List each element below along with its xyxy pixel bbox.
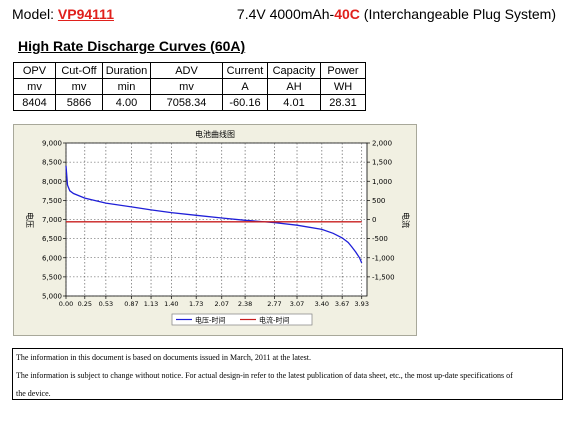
table-unit-cell: min bbox=[102, 78, 151, 95]
y-tick-label: 8,500 bbox=[42, 159, 62, 167]
spec-table: OPV Cut-Off Duration ADV Current Capacit… bbox=[13, 62, 366, 111]
x-tick-label: 0.25 bbox=[78, 300, 92, 308]
x-tick-label: 0.87 bbox=[124, 300, 138, 308]
battery-spec: 7.4V 4000mAh-40C (Interchangeable Plug S… bbox=[237, 6, 556, 22]
y-tick-label: 6,500 bbox=[42, 235, 62, 243]
model-label: Model: bbox=[12, 6, 58, 22]
legend-voltage-label: 电压-时间 bbox=[195, 316, 226, 325]
x-tick-label: 2.38 bbox=[238, 300, 252, 308]
table-header-row: OPV Cut-Off Duration ADV Current Capacit… bbox=[13, 62, 366, 79]
y2-tick-label: 2,000 bbox=[372, 140, 392, 148]
table-value-cell: 5866 bbox=[55, 94, 103, 111]
table-header-cell: Capacity bbox=[267, 62, 321, 79]
table-value-cell: 28.31 bbox=[320, 94, 366, 111]
x-tick-label: 1.73 bbox=[189, 300, 203, 308]
x-tick-label: 1.40 bbox=[164, 300, 178, 308]
y-tick-label: 7,500 bbox=[42, 197, 62, 205]
table-value-cell: 4.01 bbox=[267, 94, 321, 111]
y-tick-label: 9,000 bbox=[42, 140, 62, 148]
chart-title: 电池曲线图 bbox=[195, 129, 235, 139]
model-code: VP94111 bbox=[57, 6, 114, 22]
model-line: Model: VP94111 bbox=[12, 6, 114, 22]
disclaimer-line: the device. bbox=[16, 389, 51, 398]
spec-prefix: 7.4V 4000mAh- bbox=[236, 6, 335, 22]
chart-legend: 电压-时间 电流-时间 bbox=[171, 313, 313, 326]
table-unit-cell: mv bbox=[55, 78, 103, 95]
y2-tick-label: -1,000 bbox=[372, 254, 395, 262]
y2-tick-label: 1,000 bbox=[372, 178, 392, 186]
x-tick-label: 2.77 bbox=[267, 300, 281, 308]
x-tick-label: 3.67 bbox=[335, 300, 349, 308]
y2-tick-label: -500 bbox=[372, 235, 388, 243]
table-value-cell: -60.16 bbox=[222, 94, 268, 111]
table-value-row: 8404 5866 4.00 7058.34 -60.16 4.01 28.31 bbox=[13, 94, 366, 111]
table-header-cell: ADV bbox=[150, 62, 223, 79]
table-unit-cell: mv bbox=[150, 78, 223, 95]
table-value-cell: 8404 bbox=[13, 94, 56, 111]
x-tick-label: 0.00 bbox=[59, 300, 73, 308]
table-unit-row: mv mv min mv A AH WH bbox=[13, 78, 366, 95]
table-header-cell: Power bbox=[320, 62, 366, 79]
y2-tick-label: 1,500 bbox=[372, 159, 392, 167]
y-tick-label: 8,000 bbox=[42, 178, 62, 186]
x-tick-label: 1.13 bbox=[144, 300, 158, 308]
legend-current-label: 电流-时间 bbox=[259, 316, 290, 325]
y-tick-label: 7,000 bbox=[42, 216, 62, 224]
discharge-chart: 电池曲线图 电压 电流 9,000 8,500 8,000 7,500 7,000 6,5… bbox=[13, 124, 417, 336]
voltage-curve bbox=[65, 165, 363, 264]
y2-axis-label: 电流 bbox=[401, 212, 411, 228]
table-header-cell: Current bbox=[222, 62, 268, 79]
y-tick-label: 6,000 bbox=[42, 254, 62, 262]
table-unit-cell: WH bbox=[320, 78, 366, 95]
table-unit-cell: AH bbox=[267, 78, 321, 95]
y2-tick-label: 0 bbox=[372, 216, 376, 224]
table-header-cell: Cut-Off bbox=[55, 62, 103, 79]
table-header-cell: OPV bbox=[13, 62, 56, 79]
spec-rate: 40C bbox=[334, 6, 360, 22]
table-unit-cell: mv bbox=[13, 78, 56, 95]
table-value-cell: 7058.34 bbox=[150, 94, 223, 111]
y-tick-label: 5,500 bbox=[42, 273, 62, 281]
x-tick-label: 0.53 bbox=[99, 300, 113, 308]
x-tick-label: 3.93 bbox=[354, 300, 368, 308]
disclaimer-line: The information is subject to change wit… bbox=[16, 371, 513, 380]
y-tick-label: 5,000 bbox=[42, 293, 62, 301]
disclaimer-line: The information in this document is base… bbox=[16, 353, 311, 362]
x-tick-label: 3.07 bbox=[290, 300, 304, 308]
table-unit-cell: A bbox=[222, 78, 268, 95]
table-header-cell: Duration bbox=[102, 62, 151, 79]
x-tick-label: 2.07 bbox=[215, 300, 229, 308]
y2-tick-label: -1,500 bbox=[372, 273, 395, 281]
table-value-cell: 4.00 bbox=[102, 94, 151, 111]
section-title: High Rate Discharge Curves (60A) bbox=[18, 38, 246, 54]
discharge-chart-svg: 电池曲线图 电压 电流 9,000 8,500 8,000 7,500 7,000 6,5… bbox=[25, 129, 411, 326]
spec-suffix: (Interchangeable Plug System) bbox=[359, 6, 556, 22]
disclaimer-box: The information in this document is base… bbox=[12, 348, 563, 400]
y-axis-label: 电压 bbox=[25, 212, 35, 228]
y2-tick-label: 500 bbox=[372, 197, 385, 205]
x-tick-label: 3.40 bbox=[315, 300, 329, 308]
